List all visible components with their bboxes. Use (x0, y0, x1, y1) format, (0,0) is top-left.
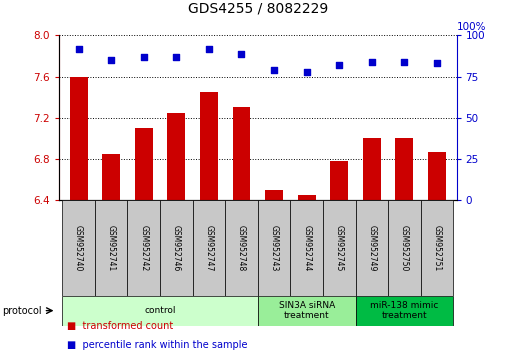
Bar (330, 161, 348, 200)
Text: GSM952746: GSM952746 (172, 224, 181, 271)
Bar (258, 200, 290, 296)
Bar (396, 138, 413, 200)
Bar (363, 138, 381, 200)
Point (270, 67, 278, 73)
Point (368, 59, 376, 64)
Text: GSM952740: GSM952740 (74, 224, 83, 271)
Bar (102, 154, 120, 200)
Text: SIN3A siRNA
treatment: SIN3A siRNA treatment (279, 301, 335, 320)
Text: GSM952747: GSM952747 (204, 224, 213, 271)
Text: GSM952741: GSM952741 (107, 225, 115, 271)
Bar (421, 200, 453, 296)
Bar (95, 200, 127, 296)
Bar (323, 200, 356, 296)
Point (107, 57, 115, 63)
Point (400, 59, 408, 64)
Bar (265, 190, 283, 200)
Point (303, 69, 311, 74)
Point (172, 54, 181, 59)
Bar (428, 152, 446, 200)
Text: GSM952748: GSM952748 (237, 225, 246, 271)
Bar (290, 200, 323, 296)
Point (205, 46, 213, 51)
Bar (356, 200, 388, 296)
Text: GSM952744: GSM952744 (302, 224, 311, 271)
Bar (127, 200, 160, 296)
Bar (70, 76, 88, 200)
Bar (200, 92, 218, 200)
Bar (160, 200, 192, 296)
Bar (298, 195, 315, 200)
Bar (232, 107, 250, 200)
Bar (388, 200, 421, 296)
Bar (225, 200, 258, 296)
Point (335, 62, 343, 68)
Bar (356, 296, 453, 326)
Bar (62, 200, 95, 296)
Text: GSM952749: GSM952749 (367, 224, 377, 271)
Bar (258, 296, 356, 326)
Text: GSM952742: GSM952742 (139, 225, 148, 271)
Text: ■  transformed count: ■ transformed count (67, 321, 173, 331)
Text: miR-138 mimic
treatment: miR-138 mimic treatment (370, 301, 439, 320)
Point (238, 51, 246, 56)
Text: GSM952745: GSM952745 (335, 224, 344, 271)
Bar (62, 296, 258, 326)
Point (140, 54, 148, 59)
Text: GSM952751: GSM952751 (432, 225, 442, 271)
Bar (167, 113, 185, 200)
Text: GSM952750: GSM952750 (400, 224, 409, 271)
Text: 100%: 100% (457, 22, 486, 32)
Text: ■  percentile rank within the sample: ■ percentile rank within the sample (67, 340, 247, 350)
Point (433, 61, 441, 66)
Text: GSM952743: GSM952743 (269, 224, 279, 271)
Bar (192, 200, 225, 296)
Text: protocol: protocol (3, 306, 42, 316)
Text: control: control (144, 306, 176, 315)
Text: GDS4255 / 8082229: GDS4255 / 8082229 (188, 2, 328, 16)
Point (74, 46, 83, 51)
Bar (135, 128, 153, 200)
